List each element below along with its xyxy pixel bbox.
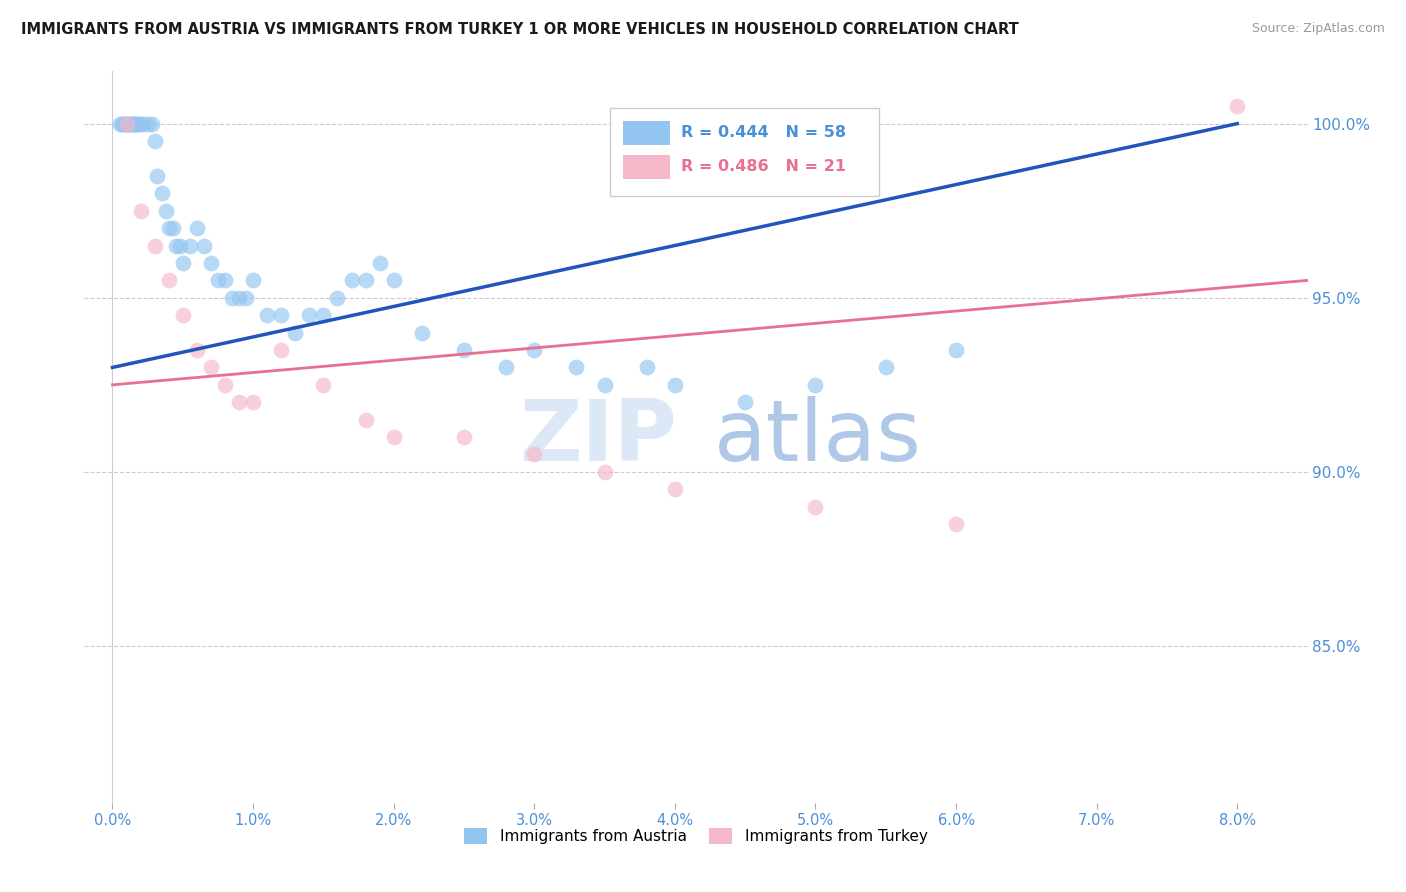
Point [804,500,827,514]
Point [143,238,166,252]
Point [453,343,475,357]
FancyBboxPatch shape [610,108,880,195]
Point [111,117,134,131]
Point [256,308,278,322]
Point [523,343,546,357]
Point [411,326,433,340]
Point [382,273,405,287]
Point [312,308,335,322]
Point [565,360,588,375]
Point [228,291,250,305]
Point [804,377,827,392]
Point [146,169,169,183]
Text: Source: ZipAtlas.com: Source: ZipAtlas.com [1251,22,1385,36]
Point [523,448,546,462]
Point [115,117,138,131]
FancyBboxPatch shape [623,121,671,145]
Point [118,117,141,131]
Point [129,203,152,218]
Point [284,326,307,340]
Text: IMMIGRANTS FROM AUSTRIA VS IMMIGRANTS FROM TURKEY 1 OR MORE VEHICLES IN HOUSEHOL: IMMIGRANTS FROM AUSTRIA VS IMMIGRANTS FR… [21,22,1019,37]
Point [495,360,517,375]
Point [354,273,377,287]
Point [228,395,250,409]
Text: R = 0.486   N = 21: R = 0.486 N = 21 [682,159,846,174]
Point [242,273,264,287]
Point [734,395,756,409]
Point [270,343,292,357]
Point [354,412,377,426]
Point [186,343,208,357]
Point [382,430,405,444]
Point [340,273,363,287]
Point [186,221,208,235]
Point [593,377,616,392]
Point [121,117,143,131]
Point [200,360,222,375]
Point [108,117,131,131]
Point [127,117,149,131]
Point [945,343,967,357]
Point [124,117,146,131]
Point [945,517,967,532]
Point [326,291,349,305]
Point [120,117,142,131]
Point [200,256,222,270]
FancyBboxPatch shape [623,155,671,179]
Point [157,221,180,235]
Point [141,117,163,131]
Point [169,238,191,252]
Point [132,117,155,131]
Point [593,465,616,479]
Point [636,360,658,375]
Point [270,308,292,322]
Point [150,186,173,201]
Point [117,117,139,131]
Point [193,238,215,252]
Point [136,117,159,131]
Point [172,308,194,322]
Point [157,273,180,287]
Point [125,117,148,131]
Point [664,377,686,392]
Point [221,291,243,305]
Text: atlas: atlas [714,395,922,479]
Point [162,221,184,235]
Point [207,273,229,287]
Point [214,273,236,287]
Point [179,238,201,252]
Point [143,134,166,148]
Text: ZIP: ZIP [519,395,676,479]
Point [155,203,177,218]
Point [664,483,686,497]
Point [368,256,391,270]
Point [875,360,897,375]
Point [115,117,138,131]
Point [242,395,264,409]
Point [112,117,135,131]
Point [122,117,145,131]
Point [312,377,335,392]
Point [298,308,321,322]
Legend: Immigrants from Austria, Immigrants from Turkey: Immigrants from Austria, Immigrants from… [458,822,934,850]
Point [129,117,152,131]
Point [453,430,475,444]
Point [172,256,194,270]
Point [1226,99,1249,113]
Text: R = 0.444   N = 58: R = 0.444 N = 58 [682,125,846,139]
Point [235,291,257,305]
Point [165,238,187,252]
Point [114,117,136,131]
Point [214,377,236,392]
